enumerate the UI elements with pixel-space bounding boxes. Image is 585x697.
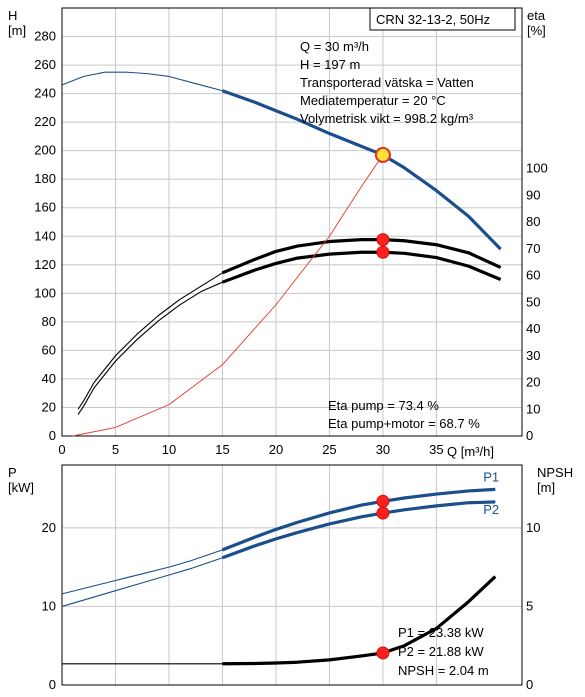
info-q: Q = 30 m³/h (300, 39, 369, 54)
x-tick-label: 20 (269, 442, 283, 457)
y-tick-label: 100 (34, 285, 56, 300)
x-tick-label: 10 (162, 442, 176, 457)
series-operating-line-1 (221, 500, 496, 560)
series-operating-line-2 (221, 250, 502, 284)
marker-1 (376, 233, 390, 247)
series-line-3 (72, 154, 384, 437)
y2-tick-label: 60 (526, 268, 540, 283)
y-tick-label: 240 (34, 86, 56, 101)
y-tick-label: 140 (34, 228, 56, 243)
y2-tick-label: 0 (526, 677, 533, 692)
info-eta-total: Eta pump+motor = 68.7 % (328, 416, 480, 431)
y-tick-label: 80 (42, 314, 56, 329)
info-h: H = 197 m (300, 57, 360, 72)
y2-tick-label: 30 (526, 348, 540, 363)
y2-tick-label: 20 (526, 375, 540, 390)
y2-tick-label: 100 (526, 161, 548, 176)
y-tick-label: 160 (34, 200, 56, 215)
operating-point-marker (374, 146, 392, 164)
y-tick-label: 120 (34, 257, 56, 272)
y2-tick-label: 50 (526, 294, 540, 309)
bottom-left-tick-labels: 0 10 20 (42, 520, 56, 692)
y2-tick-label: 10 (526, 401, 540, 416)
y-tick-label: 200 (34, 143, 56, 158)
y2-tick-label: 0 (526, 428, 533, 443)
x-tick-label: 0 (58, 442, 65, 457)
y-tick-label: 60 (42, 342, 56, 357)
y2-tick-label: 5 (526, 598, 533, 613)
efficiency-info: Eta pump = 73.4 % Eta pump+motor = 68.7 … (328, 398, 480, 431)
operating-point-info: Q = 30 m³/h H = 197 m Transporterad väts… (300, 39, 474, 126)
info-p2: P2 = 21.88 kW (398, 644, 484, 659)
info-eta-pump: Eta pump = 73.4 % (328, 398, 439, 413)
y-tick-label: 280 (34, 29, 56, 44)
top-plot-frame (61, 7, 523, 437)
series-operating-line-2 (222, 575, 497, 666)
y-tick-label: 180 (34, 171, 56, 186)
y-tick-label: 40 (42, 371, 56, 386)
x-tick-label: 35 (429, 442, 443, 457)
series-line-2 (77, 251, 501, 415)
info-p1: P1 = 23.38 kW (398, 625, 484, 640)
top-x-axis-title: Q [m³/h] (447, 444, 494, 459)
bottom-left-axis-title: P [kW] (8, 465, 34, 495)
y-tick-label: 20 (42, 399, 56, 414)
top-series-group (61, 71, 502, 437)
series-line-1 (61, 501, 496, 607)
y2-tick-label: 70 (526, 241, 540, 256)
y-tick-label: 10 (42, 598, 56, 613)
top-left-tick-labels: 0 20 40 60 80 100 120 140 160 180 200 220 240 260 280 (34, 29, 56, 443)
top-panel: H [m] eta [%] Q [m³/h] 0204060801001201401… (8, 7, 548, 459)
series-operating-line-0 (221, 487, 496, 552)
series-label-0: P1 (483, 469, 499, 484)
y2-tick-label: 10 (526, 520, 540, 535)
bottom-right-axis-title: NPSH [m] (537, 465, 573, 495)
x-tick-label: 15 (215, 442, 229, 457)
top-left-axis-title-line1: H [m] (8, 8, 26, 38)
marker-2 (376, 646, 390, 660)
marker-1 (376, 506, 390, 520)
info-liquid: Transporterad vätska = Vatten (300, 75, 474, 90)
info-temperature: Mediatemperatur = 20 °C (300, 93, 446, 108)
y-tick-label: 260 (34, 57, 56, 72)
marker-0 (376, 494, 390, 508)
top-right-axis-title: eta [%] (527, 8, 546, 38)
bottom-series-group: P1 P2 (61, 469, 499, 666)
bottom-panel: P [kW] NPSH [m] 0 10 20 0 5 10 P1 P2 P1 = 23.38… (8, 464, 573, 692)
bottom-plot-frame (61, 464, 523, 686)
y2-tick-label: 90 (526, 187, 540, 202)
power-info: P1 = 23.38 kW P2 = 21.88 kW NPSH = 2.04 … (398, 625, 489, 678)
marker-2 (376, 245, 390, 259)
y-tick-label: 20 (42, 520, 56, 535)
bottom-right-tick-labels: 0 5 10 (526, 520, 540, 692)
y-tick-label: 0 (49, 677, 56, 692)
y2-tick-label: 80 (526, 214, 540, 229)
chart-title-box (369, 7, 516, 31)
series-operating-line-0 (221, 89, 502, 251)
series-label-1: P2 (483, 502, 499, 517)
info-npsh: NPSH = 2.04 m (398, 663, 489, 678)
y-tick-label: 220 (34, 114, 56, 129)
x-tick-label: 30 (376, 442, 390, 457)
series-operating-line-1 (221, 238, 502, 275)
y-tick-label: 0 (49, 428, 56, 443)
y2-tick-label: 40 (526, 321, 540, 336)
top-gridlines (62, 8, 522, 436)
top-markers-group (374, 146, 392, 259)
x-tick-label: 5 (112, 442, 119, 457)
chart-title: CRN 32-13-2, 50Hz (376, 12, 490, 27)
top-right-tick-labels: 0 10 20 30 40 50 60 70 80 90 100 (526, 161, 548, 444)
x-tick-label: 25 (322, 442, 336, 457)
top-x-tick-labels: 0 5 10 15 20 25 30 35 (58, 442, 443, 457)
info-density: Volymetrisk vikt = 998.2 kg/m³ (300, 111, 474, 126)
bottom-markers-group (376, 494, 390, 660)
